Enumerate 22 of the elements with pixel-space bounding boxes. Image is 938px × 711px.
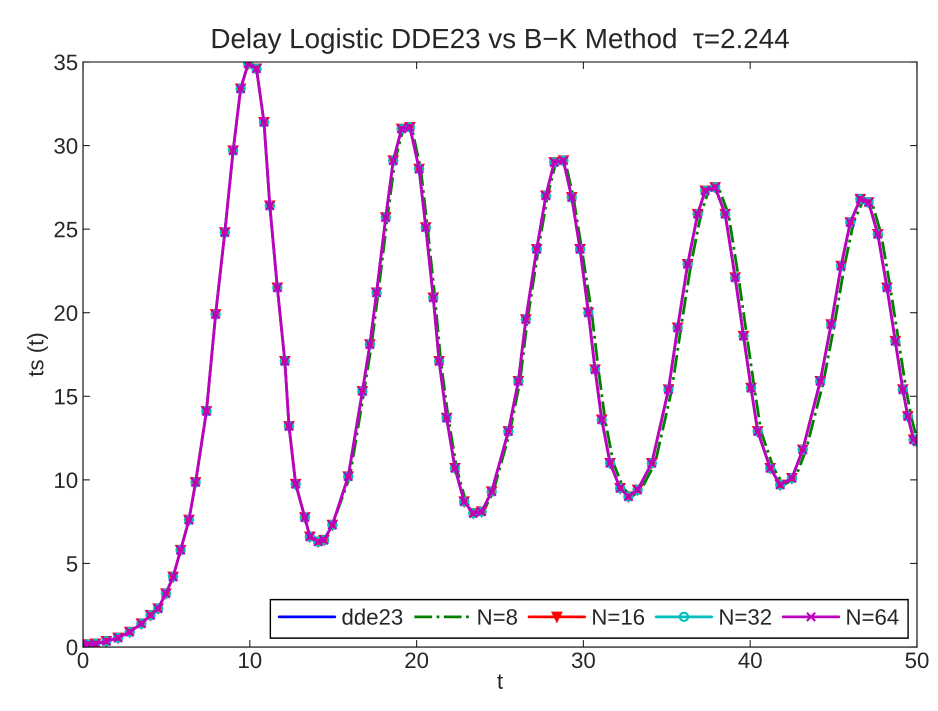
x-tick-label: 10 xyxy=(239,652,262,668)
legend-label: N=16 xyxy=(593,609,644,625)
y-tick-label: 35 xyxy=(54,54,78,70)
y-tick-label: 25 xyxy=(54,222,78,238)
x-tick-label: 30 xyxy=(572,652,595,668)
x-tick-label: 50 xyxy=(906,652,928,668)
legend-label: dde23 xyxy=(342,608,402,625)
x-tick-label: 0 xyxy=(78,652,88,668)
legend-label: N=8 xyxy=(478,609,518,625)
y-tick-label: 10 xyxy=(55,472,78,488)
y-tick-label: 0 xyxy=(66,640,78,656)
x-tick-label: 20 xyxy=(405,652,428,668)
y-tick-label: 20 xyxy=(54,305,78,321)
legend-label: N=32 xyxy=(720,609,772,625)
y-tick-label: 30 xyxy=(54,138,78,154)
y-axis-title: ts (t) xyxy=(27,334,48,376)
legend-label: N=64 xyxy=(847,609,899,625)
x-tick-label: 40 xyxy=(738,652,762,668)
y-tick-label: 5 xyxy=(66,556,78,572)
chart-title: Delay Logistic DDE23 vs B−K Method τ=2.244 xyxy=(212,28,789,54)
x-axis-title: t xyxy=(497,674,503,689)
y-tick-label: 15 xyxy=(55,389,78,405)
